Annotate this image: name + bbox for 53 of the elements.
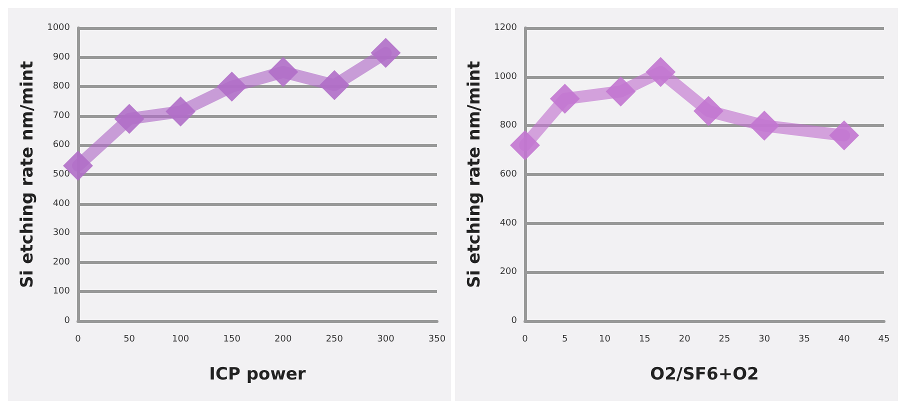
x-tick-label: 5 (562, 334, 568, 344)
y-tick-label: 200 (500, 267, 518, 278)
x-tick-label: 30 (758, 334, 770, 344)
point (166, 96, 196, 127)
y-tick-label: 500 (52, 170, 70, 180)
point (749, 110, 780, 141)
y-tick-label: 600 (500, 170, 518, 180)
y-tick-label: 800 (500, 120, 518, 131)
x-tick-label: 25 (718, 334, 730, 344)
point (370, 38, 401, 68)
y-axis-title: Si etching rate nm/mint (464, 60, 484, 288)
x-tick-label: 150 (223, 334, 241, 344)
point (216, 72, 247, 102)
x-tick-label: 100 (172, 334, 190, 344)
y-tick-label: 1200 (494, 23, 518, 33)
x-tick-label: 250 (326, 334, 344, 344)
y-tick-label: 900 (52, 52, 70, 62)
y-tick-label: 600 (52, 140, 70, 150)
x-axis-title: ICP power (209, 364, 306, 384)
y-tick-label: 1000 (47, 23, 70, 33)
x-axis-title: O2/SF6+O2 (650, 364, 759, 384)
y-tick-label: 400 (52, 198, 70, 209)
y-tick-label: 1000 (494, 72, 518, 82)
x-tick-label: 10 (599, 334, 611, 344)
y-tick-label: 100 (52, 286, 70, 297)
y-tick-label: 0 (64, 316, 70, 326)
x-tick-label: 300 (377, 334, 395, 344)
y-tick-label: 400 (500, 218, 518, 228)
x-tick-label: 0 (522, 334, 528, 344)
y-tick-label: 300 (52, 228, 70, 238)
x-tick-label: 200 (274, 334, 292, 344)
y-tick-label: 700 (52, 110, 70, 121)
y-axis-title: Si etching rate nm/mint (18, 60, 38, 288)
point (646, 56, 676, 87)
point (550, 84, 580, 114)
x-tick-label: 0 (75, 334, 82, 344)
point (510, 130, 540, 160)
point (829, 120, 860, 150)
y-tick-label: 200 (52, 257, 70, 268)
point (114, 104, 144, 134)
point (606, 76, 636, 106)
point (693, 96, 724, 126)
y-tick-label: 800 (52, 82, 70, 92)
y-tick-label: 0 (511, 316, 518, 326)
point (268, 56, 298, 87)
x-tick-label: 50 (124, 334, 136, 344)
x-tick-label: 20 (678, 334, 691, 344)
x-tick-label: 350 (428, 334, 446, 344)
x-tick-label: 40 (838, 334, 850, 344)
x-tick-label: 15 (638, 334, 650, 344)
x-tick-label: 45 (878, 334, 890, 344)
point (319, 70, 350, 100)
x-tick-label: 35 (798, 334, 810, 344)
